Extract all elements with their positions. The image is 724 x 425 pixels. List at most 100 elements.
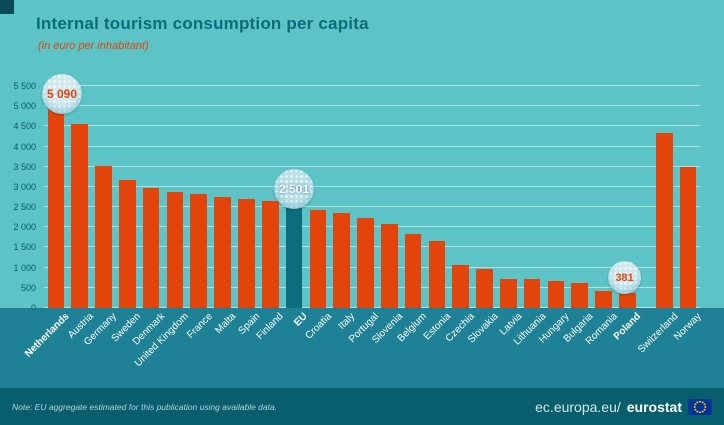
x-label-slot: Estonia [421,308,452,388]
x-label-slot: Hungary [537,308,572,388]
chart-plot-area [44,85,700,308]
x-label-slot: Sweden [110,308,143,388]
bar-slot [258,86,282,308]
bar-slot [330,86,354,308]
callout-netherlands: 5 090 [42,74,82,114]
gridline [44,185,700,187]
bar-switzerland [655,133,673,308]
callout-eu-value: 2 501 [278,182,310,196]
x-label-slot: Czechia [443,308,476,388]
y-tick-label: 5 000 [13,101,36,112]
bar-slot [92,86,116,308]
bar-romania [595,290,612,308]
bar-latvia [500,278,517,308]
bar-belgium [404,234,422,308]
x-axis-band: Netherlands Austria Germany Sweden Denmark Un… [0,308,724,388]
x-label-slot: Slovenia [370,308,405,388]
bar-slot [544,86,568,308]
bar-slot [354,86,378,308]
x-label-slot: Finland [255,308,286,388]
gridline [44,145,700,147]
y-tick-label: 4 000 [13,141,36,152]
footer: Note: EU aggregate estimated for this pu… [0,388,724,425]
gridline [44,105,700,107]
bar-slot [676,86,700,308]
y-tick-label: 2 000 [13,222,36,233]
eu-flag-icon [688,398,712,415]
x-label-slot: Austria [66,308,96,388]
x-label-norway: Norway [672,311,704,343]
x-label-slot: Croatia [303,308,334,388]
bar-germany [95,165,112,308]
x-label-slot: Netherlands [23,308,72,388]
bar-slot [139,86,163,308]
callout-netherlands-value: 5 090 [46,87,78,101]
bar-poland [619,292,636,308]
x-label-slot: United Kingdom [133,308,191,388]
x-label-slot: Slovakia [466,308,501,388]
bar-slot [68,86,92,308]
url-eurostat: eurostat [626,398,682,415]
bar-slot [425,86,449,308]
url-prefix: ec.europa.eu/ [535,398,621,415]
y-tick-label: 1 000 [13,262,36,273]
bar-malta [214,196,231,308]
x-label-slot: France [185,308,215,388]
y-tick-label: 1 500 [13,242,36,253]
bar-slot [282,86,306,308]
bar-slot [496,86,520,308]
y-tick-label: 4 500 [13,121,36,132]
bars-row [44,86,700,308]
x-label-slot: Switzerland [636,308,680,388]
x-label-slot: Germany [82,308,119,388]
bar-portugal [357,218,374,308]
bar-slot [520,86,544,308]
bar-slot [115,86,139,308]
x-label-belgium: Belgium [395,311,429,345]
x-label-slot: Belgium [396,308,429,388]
y-tick-label: 3 000 [13,181,36,192]
eurostat-url: ec.europa.eu/eurostat [535,398,712,415]
bar-estonia [428,241,446,308]
gridline [44,206,700,208]
corner-square [0,0,14,14]
y-tick-label: 3 500 [13,161,36,172]
x-label-netherlands: Netherlands [23,311,72,360]
bar-italy [333,212,350,308]
bar-slot [306,86,330,308]
x-label-slot: Bulgaria [562,308,596,388]
x-label-slot: EU [282,308,310,388]
bar-slot [44,86,68,308]
x-label-slot: Norway [672,308,704,388]
gridline [44,85,700,86]
bar-lithuania [523,279,541,308]
callout-eu: 2 501 [274,169,314,209]
bar-slot [473,86,497,308]
x-label-slot: Romania [583,308,619,388]
bar-austria [71,124,89,308]
bar-slot [235,86,259,308]
bar-hungary [547,280,565,308]
bar-gap [639,86,652,308]
callout-poland-value: 381 [615,271,634,284]
y-tick-label: 2 500 [13,202,36,213]
page-subtitle: (in euro per inhabitant) [38,40,149,52]
bar-slot [377,86,401,308]
bar-slot [616,86,640,308]
x-label-slot: Portugal [347,308,381,388]
bar-slot [652,86,676,308]
x-label-slot: Lithuania [511,308,547,388]
bar-united-kingdom [166,191,184,308]
bar-denmark [142,188,160,308]
bar-norway [679,166,697,308]
bar-eu [285,207,303,308]
bar-spain [238,199,255,308]
x-label-slot: Malta [211,308,238,388]
bar-slot [449,86,473,308]
footnote: Note: EU aggregate estimated for this pu… [12,401,278,412]
callout-poland: 381 [608,261,641,294]
bar-sweden [119,180,136,308]
y-tick-label: 500 [20,282,36,293]
bar-finland [261,200,279,308]
